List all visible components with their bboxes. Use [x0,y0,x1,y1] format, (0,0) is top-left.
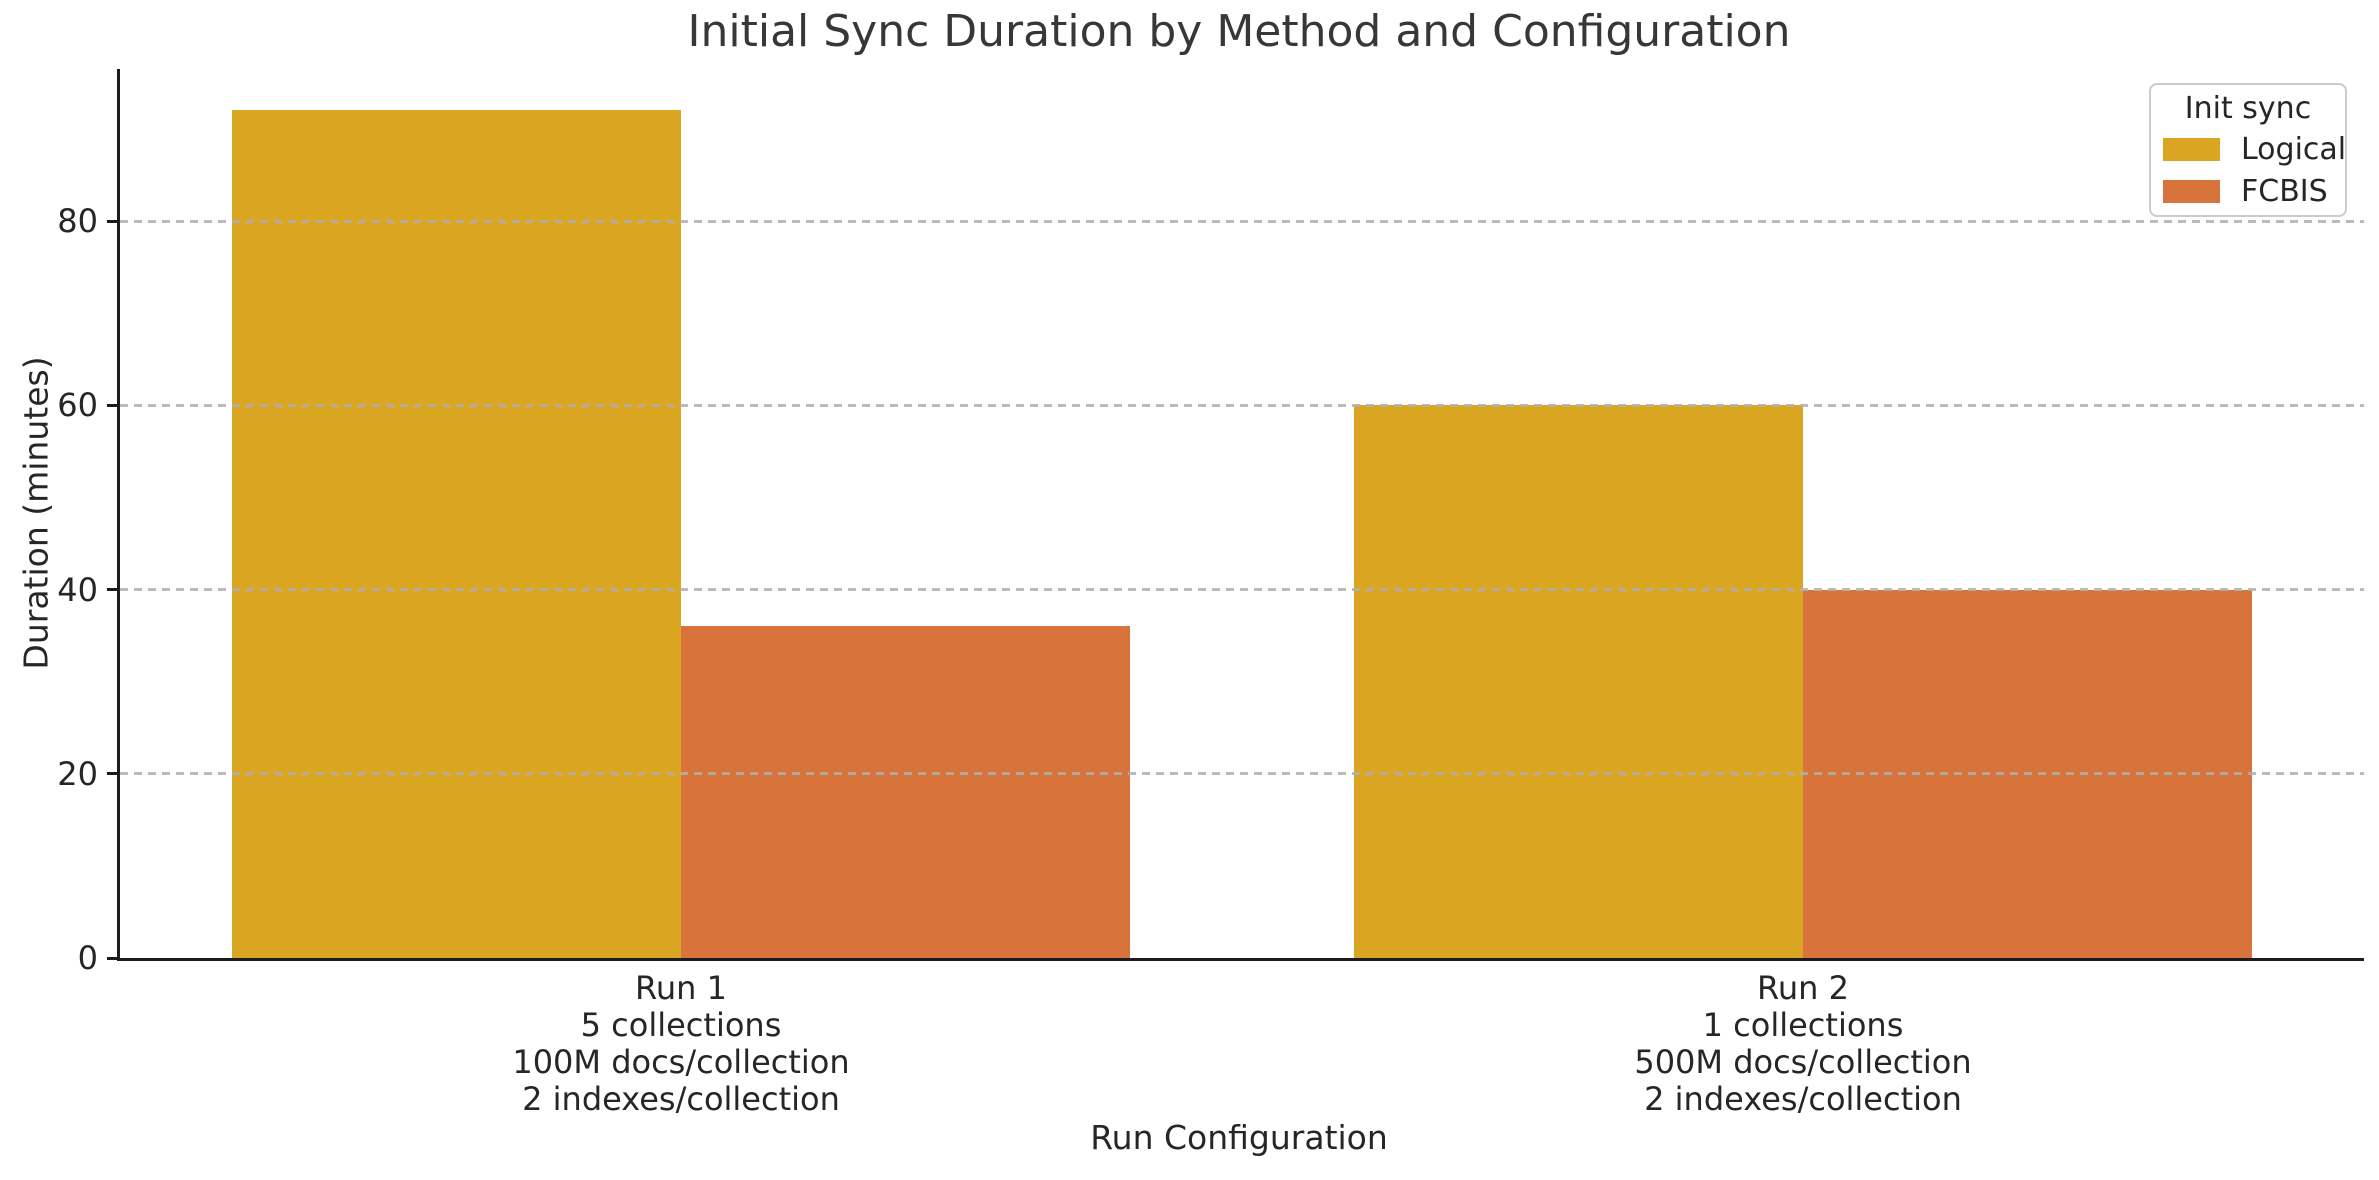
y-tick-mark-40 [107,588,117,591]
legend-swatch-logical-icon [2163,137,2220,161]
gridline-40 [120,588,2364,591]
gridline-80 [120,219,2364,223]
y-tick-label-40: 40 [57,570,98,609]
legend-label-logical: Logical [2241,131,2347,167]
x-axis-label: Run Configuration [1090,1118,1388,1157]
y-axis-label: Duration (minutes) [16,356,56,670]
y-tick-mark-60 [107,403,117,407]
y-tick-label-0: 0 [77,939,98,977]
y-tick-label-80: 80 [57,202,98,240]
y-tick-label-20: 20 [57,754,98,793]
y-tick-mark-0 [107,956,117,960]
legend-title: Init sync [2184,91,2312,126]
y-tick-mark-20 [107,772,117,776]
legend-entry-fcbis: FCBIS [2151,170,2345,212]
legend: Init sync Logical FCBIS [2149,83,2347,217]
legend-label-fcbis: FCBIS [2241,173,2328,209]
legend-entry-logical: Logical [2151,128,2347,170]
bar-logical-run-2 [1354,405,1803,958]
y-tick-mark-80 [107,219,117,223]
y-tick-label-60: 60 [57,386,98,425]
legend-swatch-fcbis-icon [2163,179,2220,203]
gridline-60 [120,403,2364,407]
bar-logical-run-1 [232,110,681,958]
bar-fcbis-run-1 [681,626,1130,958]
gridline-20 [120,772,2364,776]
chart-title: Initial Sync Duration by Method and Conf… [687,6,1791,57]
